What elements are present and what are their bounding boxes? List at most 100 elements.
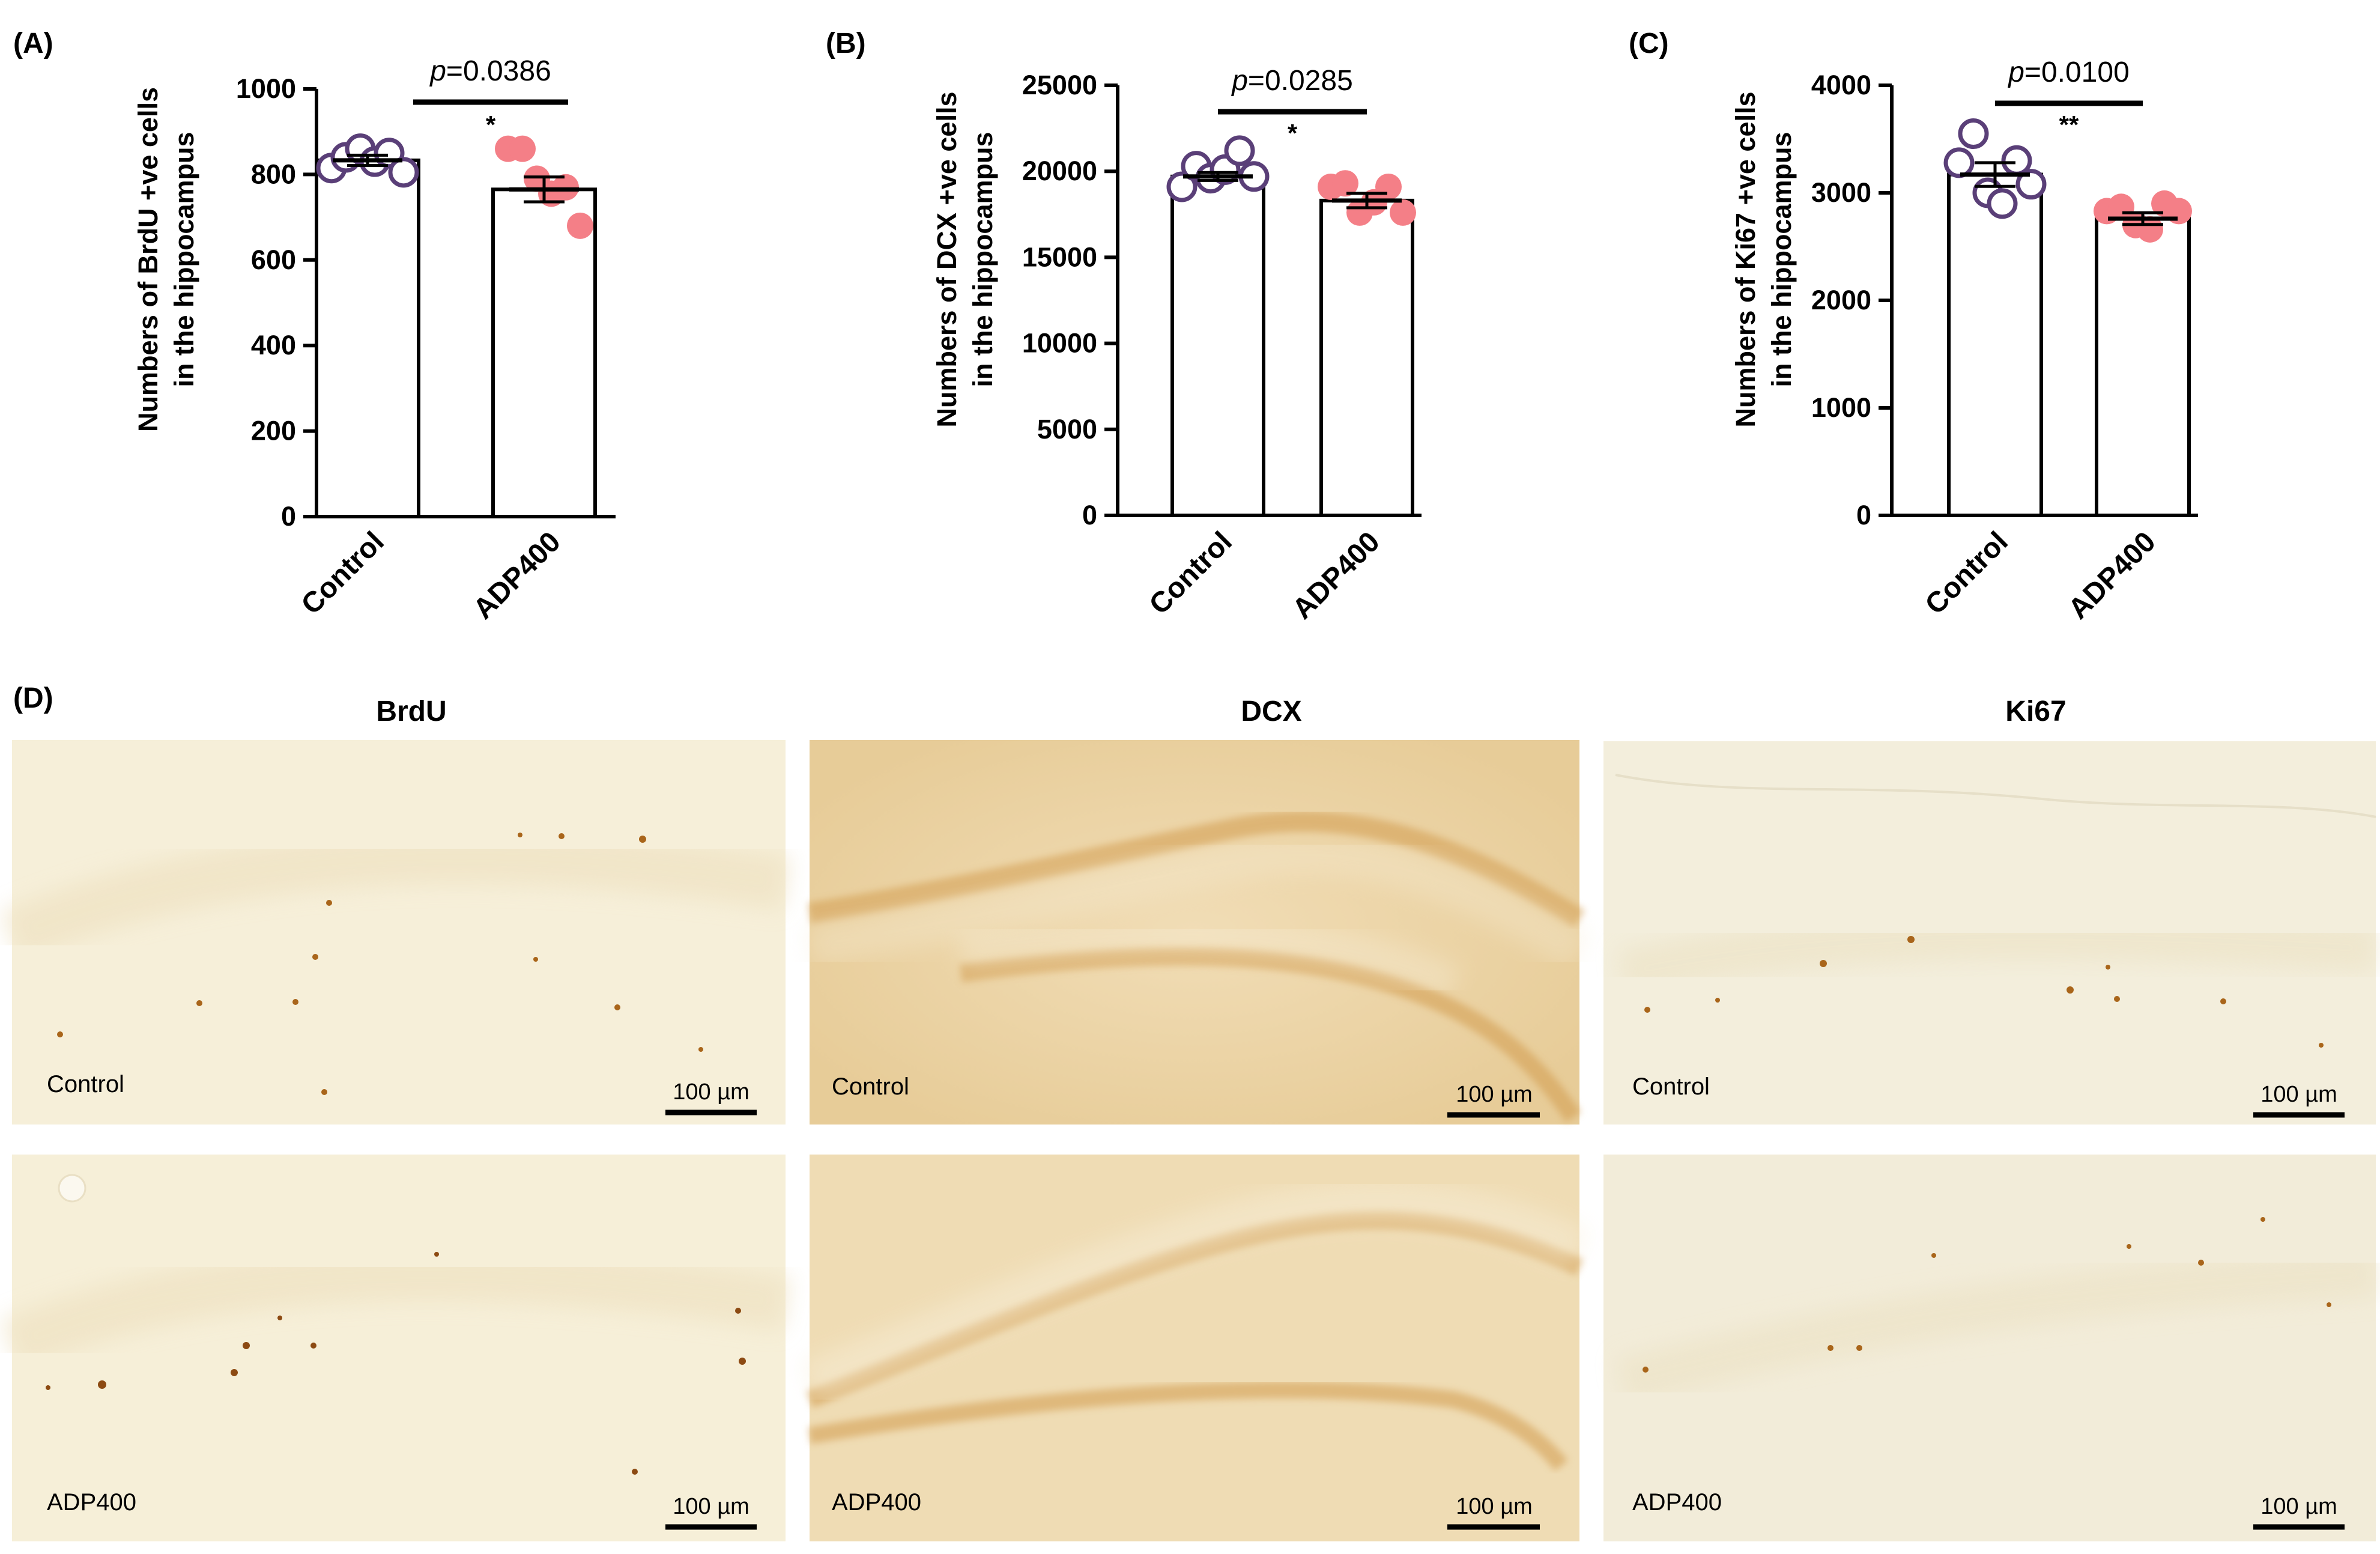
x-tick-label-control: Control (1143, 526, 1238, 621)
p-value-label: p=0.0100 (2007, 56, 2130, 88)
bar-chart-dcx: (B) Numbers of DCX +ve cells in the hipp… (826, 28, 1422, 625)
y-tick-label: 5000 (1037, 414, 1097, 445)
y-axis-label-line-1: Numbers of DCX +ve cells (931, 92, 962, 428)
p-value-label: p=0.0386 (429, 55, 551, 87)
y-tick-label: 10000 (1022, 328, 1097, 359)
y-tick-label: 200 (251, 416, 296, 446)
panel-letter-a: (A) (13, 28, 53, 59)
bar-adp400 (491, 187, 597, 518)
y-axis-label-line-1: Numbers of Ki67 +ve cells (1730, 91, 1761, 427)
data-point-adp400 (553, 174, 579, 201)
bar-chart-ki67: (C) Numbers of Ki67 +ve cells in the hip… (1629, 28, 2198, 625)
y-axis-label-line-2: in the hippocampus (967, 132, 998, 387)
y-ticks: 0 5000 10000 15000 20000 25000 (1022, 70, 1118, 530)
scale-bar-label: 100 µm (673, 1079, 749, 1105)
scale-bar: 100 µm (665, 1494, 757, 1530)
x-tick-labels: Control ADP400 (1919, 526, 2162, 625)
significance-stars: * (1288, 119, 1298, 147)
y-tick-label: 1000 (236, 73, 296, 104)
bar-adp400 (2095, 216, 2191, 517)
error-bars (1183, 171, 1402, 210)
data-point-adp400 (1390, 199, 1416, 226)
micrograph-ki67-adp400: ADP400 100 µm (1603, 1155, 2377, 1541)
row-label: Control (832, 1073, 909, 1100)
bar-chart-brdu: (A) Numbers of BrdU +ve cells in the hip… (13, 28, 616, 625)
x-tick-label-control: Control (1919, 526, 2014, 621)
x-tick-label-control: Control (295, 526, 390, 621)
data-point-control (1943, 147, 1975, 178)
y-tick-label: 25000 (1022, 70, 1097, 100)
y-tick-label: 0 (281, 501, 296, 532)
data-point-adp400 (1375, 173, 1402, 200)
column-title-brdu: BrdU (376, 696, 446, 727)
bar-control (1947, 172, 2043, 517)
micrograph-panel: (D) BrdU DCX Ki67 Control 100 µm (1, 682, 2378, 1541)
error-bars (333, 153, 579, 204)
y-tick-label: 15000 (1022, 241, 1097, 272)
data-point-adp400 (567, 212, 593, 239)
panel-letter-b: (B) (826, 28, 866, 59)
micrograph-brdu-adp400: ADP400 100 µm (1, 1155, 790, 1541)
panel-letter-c: (C) (1629, 28, 1669, 59)
scale-bar: 100 µm (665, 1079, 757, 1115)
x-tick-label-adp400: ADP400 (2062, 526, 2162, 625)
data-point-control (1987, 188, 2018, 219)
data-points (316, 133, 593, 239)
scale-bar: 100 µm (2253, 1494, 2345, 1530)
significance-stars: ** (2059, 111, 2079, 139)
column-title-dcx: DCX (1241, 696, 1301, 727)
bar-control (1170, 174, 1265, 517)
scale-bar: 100 µm (1447, 1082, 1540, 1118)
y-tick-label: 400 (251, 330, 296, 360)
scale-bar-label: 100 µm (2260, 1082, 2337, 1107)
scale-bar-label: 100 µm (1456, 1082, 1533, 1107)
y-tick-label: 3000 (1811, 177, 1871, 208)
y-tick-label: 0 (1082, 500, 1097, 530)
data-point-control (1166, 171, 1198, 202)
scale-bar-label: 100 µm (673, 1494, 749, 1519)
p-value-label: p=0.0285 (1231, 65, 1353, 97)
data-point-control (388, 157, 419, 188)
data-point-adp400 (509, 135, 536, 162)
x-tick-label-adp400: ADP400 (467, 526, 567, 625)
bars (1947, 172, 2191, 517)
row-label: Control (47, 1071, 124, 1097)
micrograph-ki67-control: Control 100 µm (1603, 741, 2378, 1125)
column-title-ki67: Ki67 (2005, 696, 2066, 727)
y-tick-label: 600 (251, 244, 296, 275)
row-label: ADP400 (1632, 1489, 1722, 1516)
y-ticks: 0 1000 2000 3000 4000 (1811, 70, 1892, 530)
data-point-adp400 (1332, 170, 1358, 197)
micrograph-dcx-adp400: ADP400 100 µm (802, 1155, 1589, 1541)
y-tick-label: 20000 (1022, 156, 1097, 186)
bar-control (315, 158, 420, 518)
x-tick-label-adp400: ADP400 (1286, 526, 1386, 625)
y-axis-label-line-1: Numbers of BrdU +ve cells (133, 87, 163, 432)
data-point-control (2015, 169, 2047, 200)
row-label: Control (1632, 1073, 1710, 1100)
row-label: ADP400 (47, 1489, 136, 1516)
bars (1170, 174, 1414, 517)
panel-letter-d: (D) (13, 682, 53, 714)
y-tick-label: 0 (1856, 500, 1871, 530)
bars (315, 158, 597, 518)
data-point-control (1224, 135, 1255, 166)
x-tick-labels: Control ADP400 (1143, 526, 1386, 625)
y-tick-label: 4000 (1811, 70, 1871, 100)
micrograph-dcx-control: Control 100 µm (806, 740, 1591, 1125)
scale-bar: 100 µm (1447, 1494, 1540, 1530)
y-axis-label-line-2: in the hippocampus (1766, 132, 1797, 387)
scale-bar-label: 100 µm (1456, 1494, 1533, 1519)
row-label: ADP400 (832, 1489, 921, 1516)
y-axis-label-line-2: in the hippocampus (169, 132, 199, 387)
y-tick-label: 800 (251, 159, 296, 189)
y-tick-label: 2000 (1811, 285, 1871, 315)
scale-bar: 100 µm (2253, 1082, 2345, 1118)
scale-bar-label: 100 µm (2260, 1494, 2337, 1519)
data-point-control (1958, 118, 1989, 150)
error-bars (1960, 161, 2178, 226)
y-tick-label: 1000 (1811, 392, 1871, 423)
micrograph-brdu-control: Control 100 µm (1, 740, 790, 1125)
y-ticks: 0 200 400 600 800 1000 (236, 73, 316, 532)
